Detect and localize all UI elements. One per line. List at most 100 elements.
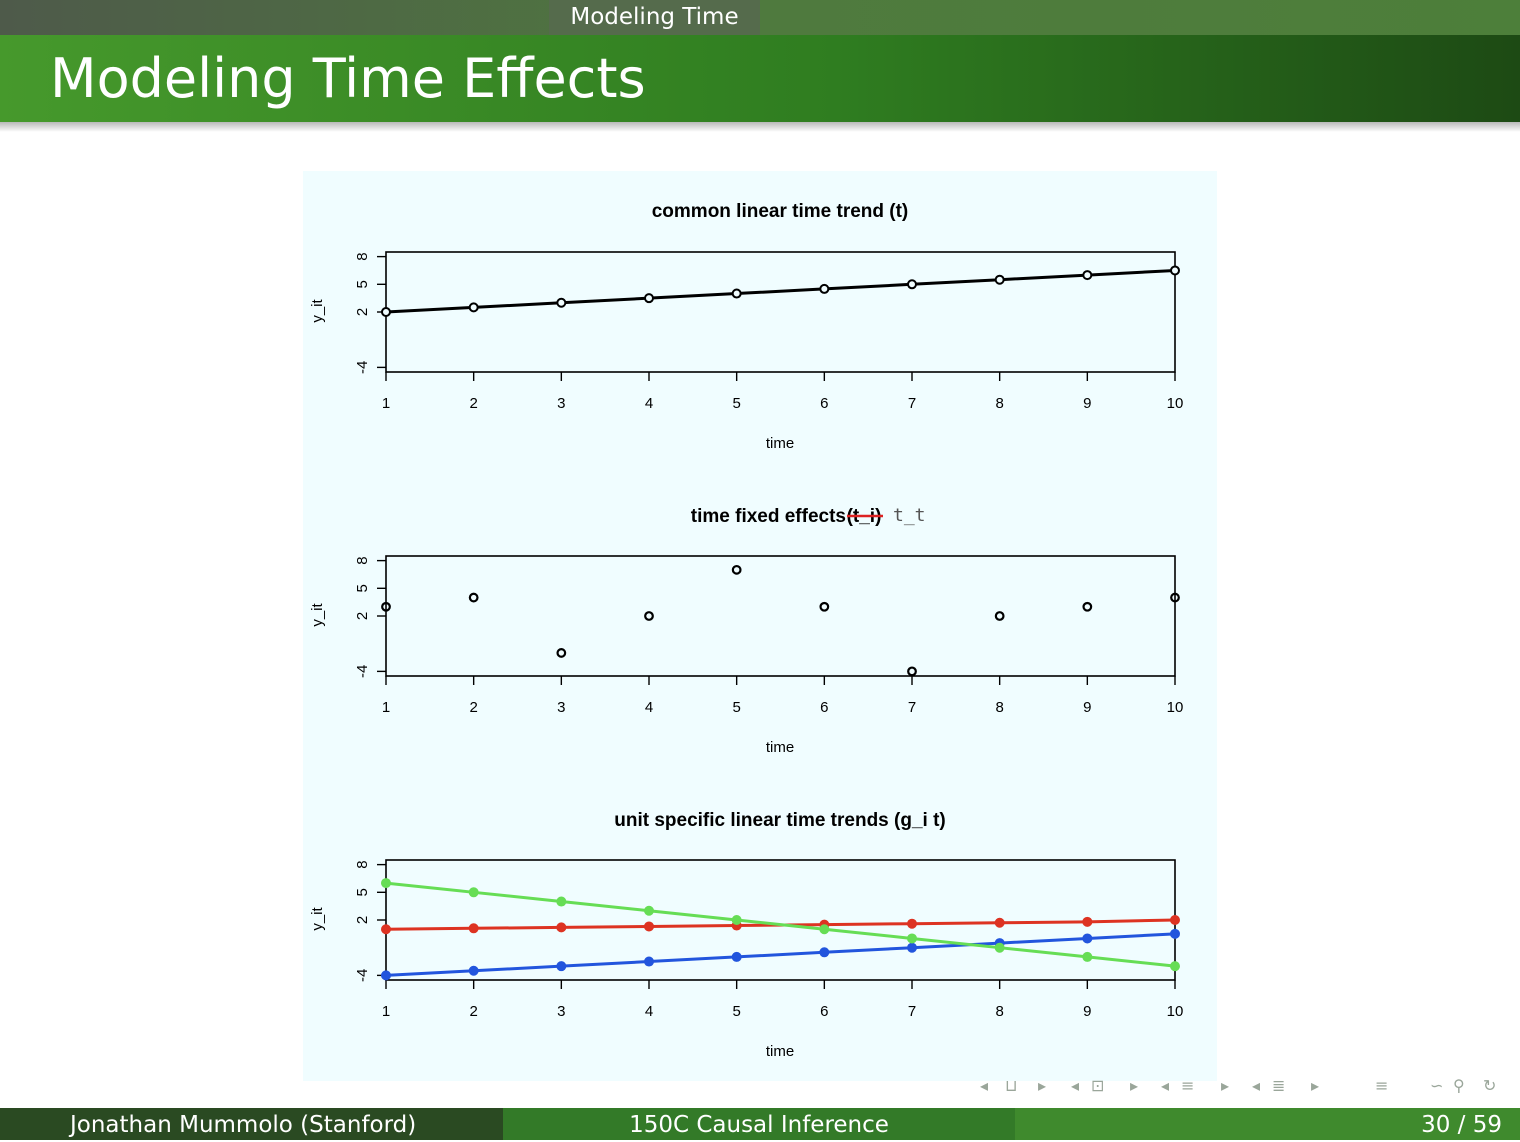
y-axis-label: y_it — [309, 906, 326, 930]
y-tick-label: -4 — [354, 665, 371, 678]
x-axis-label: time — [766, 1043, 794, 1060]
x-tick-label: 10 — [1167, 699, 1184, 716]
footer-author: Jonathan Mummolo (Stanford) — [0, 1108, 503, 1140]
data-point — [819, 601, 830, 612]
x-tick-label: 4 — [645, 1003, 653, 1020]
section-prev-icon[interactable]: ◂ — [1161, 1076, 1170, 1095]
data-point — [731, 951, 742, 962]
data-point — [381, 878, 391, 889]
data-point — [556, 922, 567, 933]
figure-svg: common linear time trend (t) time y_it 1… — [309, 201, 1184, 1060]
x-tick-label: 1 — [382, 699, 390, 716]
x-tick-label: 2 — [469, 699, 477, 716]
x-tick-label: 10 — [1167, 395, 1184, 412]
x-tick-label: 1 — [382, 395, 390, 412]
chart-title: unit specific linear time trends (g_i t) — [614, 810, 946, 831]
x-tick-label: 8 — [995, 699, 1003, 716]
frame-icon[interactable]: ⊔ — [1005, 1076, 1018, 1095]
author-text: Jonathan Mummolo (Stanford) — [70, 1112, 417, 1138]
y-tick-label: 5 — [354, 888, 371, 896]
title-bar: Modeling Time Effects — [0, 35, 1520, 122]
plot-frame — [385, 555, 1176, 677]
section-label[interactable]: Modeling Time — [549, 0, 760, 35]
y-tick-label: 2 — [354, 308, 371, 316]
frame-prev-icon[interactable]: ◂ — [980, 1076, 989, 1095]
x-tick-label: 4 — [645, 699, 653, 716]
x-tick-label: 5 — [732, 1003, 740, 1020]
x-tick-label: 8 — [995, 1003, 1003, 1020]
x-tick-label: 3 — [557, 1003, 565, 1020]
data-point — [1082, 916, 1093, 927]
data-point — [468, 302, 479, 313]
y-tick-label: 8 — [354, 860, 371, 868]
y-axis-label: y_it — [309, 602, 326, 626]
series-line-3 — [385, 881, 1176, 968]
plot-frame — [385, 251, 1176, 373]
y-tick-label: 8 — [354, 556, 371, 564]
plot-frame — [385, 859, 1176, 981]
data-point — [994, 942, 1005, 953]
x-tick-label: 3 — [557, 395, 565, 412]
subsection-prev-icon[interactable]: ◂ — [1071, 1076, 1080, 1095]
data-point — [644, 921, 654, 932]
x-tick-label: 10 — [1167, 1003, 1184, 1020]
outline-prev-icon[interactable]: ◂ — [1252, 1076, 1261, 1095]
page-number-text: 30 / 59 — [1421, 1112, 1502, 1138]
data-point — [1170, 592, 1180, 603]
outline-icon[interactable]: ≣ — [1272, 1076, 1286, 1095]
back-icon[interactable]: ⚲ — [1453, 1076, 1465, 1095]
y-tick-label: 5 — [354, 280, 371, 288]
data-point — [556, 896, 567, 907]
x-tick-label: 2 — [469, 395, 477, 412]
search-icon[interactable]: ∽ — [1430, 1076, 1444, 1095]
chart-common-trend: common linear time trend (t) time y_it 1… — [309, 201, 1183, 452]
series-line-1 — [385, 268, 1176, 314]
outline-next-icon[interactable]: ▸ — [1311, 1076, 1320, 1095]
data-point — [819, 283, 830, 294]
data-point — [907, 279, 917, 290]
data-point — [1082, 951, 1093, 962]
data-point — [994, 917, 1005, 928]
section-next-icon[interactable]: ▸ — [1221, 1076, 1230, 1095]
data-point — [907, 933, 917, 944]
subsection-next-icon[interactable]: ▸ — [1130, 1076, 1139, 1095]
footer: Jonathan Mummolo (Stanford) 150C Causal … — [0, 1108, 1520, 1140]
handwritten-annotation: t_t — [893, 505, 926, 526]
data-point — [1082, 270, 1093, 281]
data-point — [644, 293, 654, 304]
y-tick-label: 8 — [354, 252, 371, 260]
toc-icon[interactable]: ≡ — [1375, 1076, 1389, 1095]
y-tick-label: 2 — [354, 612, 371, 620]
data-point — [819, 924, 830, 935]
data-point — [1170, 928, 1180, 939]
x-axis-label: time — [766, 739, 794, 756]
series-line-2 — [385, 932, 1176, 977]
x-tick-label: 7 — [908, 1003, 916, 1020]
data-point — [1170, 961, 1180, 972]
forward-icon[interactable]: ↻ — [1483, 1076, 1497, 1095]
x-tick-label: 9 — [1083, 699, 1091, 716]
data-point — [994, 274, 1005, 285]
data-point — [731, 915, 742, 925]
x-tick-label: 5 — [732, 395, 740, 412]
data-point — [731, 288, 742, 299]
x-tick-label: 9 — [1083, 1003, 1091, 1020]
x-tick-label: 8 — [995, 395, 1003, 412]
data-point — [556, 961, 567, 972]
section-icon[interactable]: ≡ — [1181, 1076, 1195, 1095]
figure: common linear time trend (t) time y_it 1… — [303, 171, 1217, 1081]
data-point — [468, 923, 479, 934]
x-tick-label: 6 — [820, 395, 828, 412]
top-navigation-bar: Modeling Time — [0, 0, 1520, 35]
data-point — [468, 965, 479, 976]
y-tick-label: 2 — [354, 916, 371, 924]
chart-title: time fixed effects — [691, 506, 846, 527]
x-tick-label: 7 — [908, 395, 916, 412]
subsection-icon[interactable]: ⊡ — [1091, 1076, 1105, 1095]
y-axis-label: y_it — [309, 298, 326, 322]
x-tick-label: 1 — [382, 1003, 390, 1020]
title-shadow — [0, 122, 1520, 132]
chart-title: common linear time trend (t) — [652, 201, 909, 222]
frame-next-icon[interactable]: ▸ — [1038, 1076, 1047, 1095]
x-tick-label: 9 — [1083, 395, 1091, 412]
